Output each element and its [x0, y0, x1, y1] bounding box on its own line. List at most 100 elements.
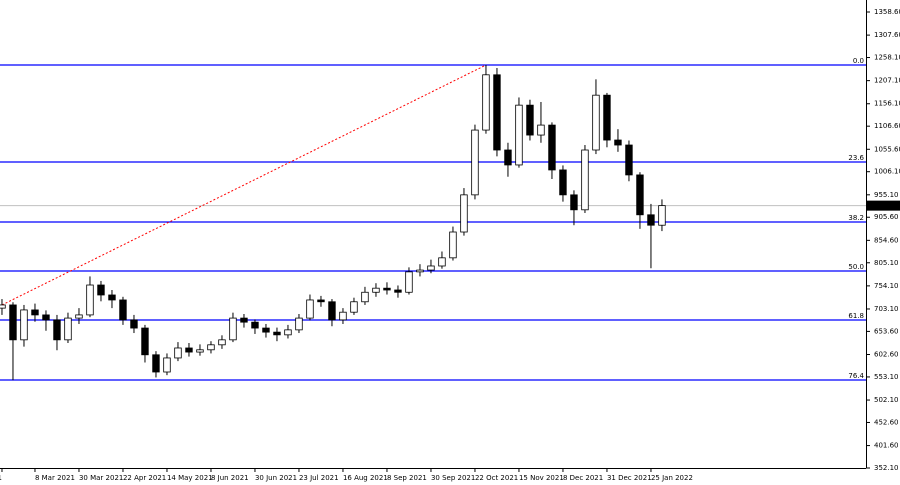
y-tick-label: 452.60 — [874, 418, 899, 426]
y-tick-label: 502.10 — [874, 396, 899, 404]
candle-body — [86, 284, 94, 316]
candle-body — [625, 144, 633, 176]
y-tick-label: 1207.10 — [874, 77, 900, 85]
candle-body — [559, 169, 567, 196]
candle-body — [295, 317, 303, 331]
y-tick-label: 1106.60 — [874, 122, 900, 130]
candle-body — [262, 327, 270, 333]
candle-body — [438, 257, 446, 267]
candle-body — [449, 231, 457, 259]
x-tick-label: 25 Jan 2022 — [651, 474, 693, 482]
y-tick-label: 1055.60 — [874, 145, 900, 153]
candle-body — [284, 329, 292, 336]
candle-body — [218, 339, 226, 346]
fib-label: 0.0 — [853, 57, 864, 65]
fib-label: 23.6 — [848, 154, 864, 162]
x-tick-label: 15 Nov 2021 — [519, 474, 564, 482]
candle-body — [515, 104, 523, 166]
candle-body — [185, 347, 193, 353]
y-tick-label: 352.10 — [874, 464, 899, 472]
x-tick-label: 30 Mar 2021 — [79, 474, 123, 482]
x-tick-label: 2021 — [0, 474, 2, 482]
candle-body — [394, 289, 402, 293]
candle-body — [108, 294, 116, 301]
candle-body — [31, 309, 39, 316]
last-price-box — [867, 200, 900, 211]
y-tick-label: 1258.10 — [874, 54, 900, 62]
candle-body — [603, 94, 611, 141]
candle-body — [658, 205, 666, 226]
y-tick-label: 955.10 — [874, 191, 899, 199]
y-tick-label: 854.60 — [874, 236, 899, 244]
candle-body — [240, 317, 248, 323]
candle-body — [196, 349, 204, 353]
y-tick-label: 805.10 — [874, 259, 899, 267]
candle-body — [548, 124, 556, 171]
x-tick-label: 8 Jun 2021 — [211, 474, 249, 482]
candle-body — [460, 194, 468, 233]
fib-label: 38.2 — [848, 214, 864, 222]
candle-body — [273, 331, 281, 336]
candle-body — [75, 314, 83, 319]
x-tick-label: 30 Sep 2021 — [431, 474, 475, 482]
y-tick-label: 653.60 — [874, 327, 899, 335]
candle-body — [504, 149, 512, 166]
y-tick-label: 703.10 — [874, 305, 899, 313]
candle-body — [647, 214, 655, 226]
y-tick-label: 1006.10 — [874, 168, 900, 176]
candle-body — [42, 314, 50, 321]
candle-body — [229, 317, 237, 341]
y-tick-label: 905.60 — [874, 213, 899, 221]
last-price-label: 931.21 — [872, 202, 897, 210]
candle-body — [64, 317, 72, 341]
y-tick-label: 602.60 — [874, 351, 899, 359]
x-tick-label: 23 Jul 2021 — [299, 474, 339, 482]
x-tick-label: 16 Aug 2021 — [343, 474, 388, 482]
candle-body — [152, 354, 160, 373]
candle-body — [0, 304, 6, 309]
candle-body — [328, 301, 336, 321]
x-tick-label: 8 Dec 2021 — [563, 474, 603, 482]
candle-body — [581, 149, 589, 211]
candle-body — [251, 321, 259, 329]
candle-body — [537, 124, 545, 136]
candle-body — [119, 299, 127, 321]
x-tick-label: 8 Sep 2021 — [387, 474, 427, 482]
candle-body — [306, 299, 314, 319]
candle-body — [317, 299, 325, 303]
y-tick-label: 1358.60 — [874, 8, 900, 16]
x-tick-label: 22 Oct 2021 — [475, 474, 518, 482]
candle-body — [405, 271, 413, 293]
fib-label: 61.8 — [848, 312, 864, 320]
candle-body — [493, 74, 501, 151]
candle-body — [570, 194, 578, 211]
candle-body — [416, 269, 424, 273]
candle-body — [141, 327, 149, 356]
candle-body — [339, 311, 347, 321]
candle-body — [383, 287, 391, 291]
candle-body — [372, 287, 380, 293]
candle-body — [9, 304, 17, 341]
fib-label: 76.4 — [848, 372, 864, 380]
candle-body — [97, 284, 105, 296]
x-tick-label: 22 Apr 2021 — [123, 474, 166, 482]
candle-body — [53, 319, 61, 341]
y-tick-label: 553.10 — [874, 373, 899, 381]
y-tick-label: 754.10 — [874, 282, 899, 290]
candle-body — [471, 129, 479, 196]
y-tick-label: 401.60 — [874, 442, 899, 450]
x-tick-label: 30 Jun 2021 — [255, 474, 297, 482]
candle-body — [207, 344, 215, 351]
x-tick-label: 14 May 2021 — [167, 474, 213, 482]
candle-body — [592, 94, 600, 151]
candle-body — [174, 347, 182, 359]
candle-body — [614, 139, 622, 146]
y-tick-label: 1307.60 — [874, 31, 900, 39]
candle-body — [526, 104, 534, 136]
x-tick-label: 8 Mar 2021 — [35, 474, 75, 482]
candle-body — [20, 309, 28, 341]
fib-label: 50.0 — [848, 263, 864, 271]
candle-body — [130, 319, 138, 329]
candle-body — [427, 265, 435, 271]
